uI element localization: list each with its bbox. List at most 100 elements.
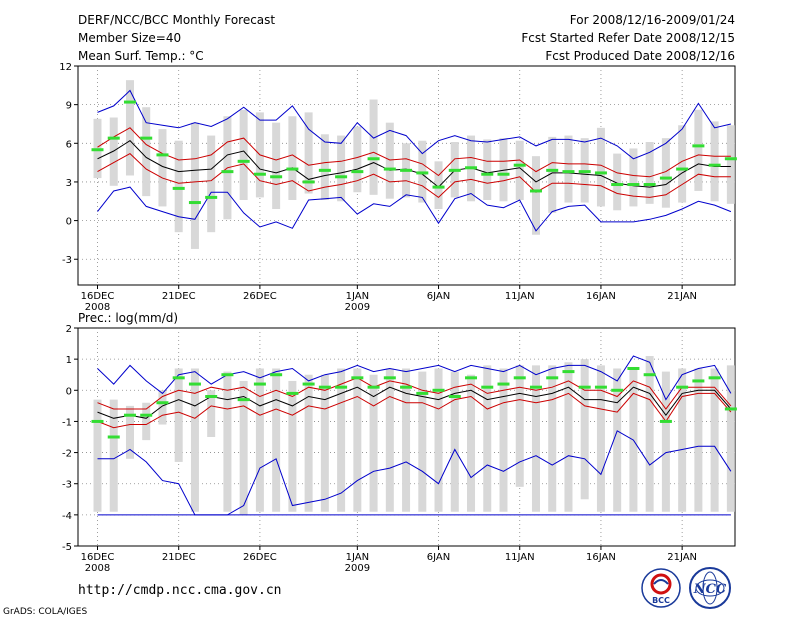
y-tick-label: 0: [66, 386, 72, 397]
ensemble-box: [531, 365, 540, 512]
ensemble-box: [320, 374, 329, 512]
observed-marker: [724, 407, 737, 411]
observed-marker: [253, 382, 266, 386]
precip-panel-title: Prec.: log(mm/d): [78, 311, 178, 325]
observed-marker: [481, 172, 494, 176]
y-tick-label: 0: [66, 217, 72, 228]
x-tick-year: 2008: [85, 563, 110, 574]
observed-marker: [416, 391, 429, 395]
observed-marker: [643, 373, 656, 377]
y-tick-label: 2: [66, 324, 72, 335]
ensemble-box: [694, 368, 703, 512]
observed-marker: [221, 170, 234, 174]
observed-marker: [188, 201, 201, 205]
observed-marker: [237, 159, 250, 163]
observed-marker: [594, 171, 607, 175]
observed-marker: [676, 167, 689, 171]
ensemble-box: [710, 368, 719, 512]
x-tick-label: 16DEC: [81, 552, 115, 563]
observed-marker: [302, 180, 315, 184]
observed-marker: [724, 157, 737, 161]
ensemble-box: [661, 371, 670, 512]
ensemble-box: [661, 138, 670, 208]
ensemble-box: [337, 135, 346, 202]
observed-marker: [513, 376, 526, 380]
ensemble-box: [190, 122, 199, 249]
envelope-high-line: [97, 89, 732, 160]
bcc-logo-text: BCC: [652, 596, 670, 605]
y-tick-label: 12: [59, 62, 72, 73]
observed-marker: [529, 385, 542, 389]
observed-marker: [91, 148, 104, 152]
observed-marker: [221, 373, 234, 377]
ensemble-box: [596, 127, 605, 207]
x-tick-label: 26DEC: [243, 552, 277, 563]
x-tick-label: 16JAN: [586, 552, 616, 563]
observed-marker: [172, 186, 185, 190]
x-tick-label: 21DEC: [162, 552, 196, 563]
ensemble-box: [726, 125, 735, 204]
y-tick-label: 9: [66, 101, 72, 112]
ensemble-box: [304, 112, 313, 194]
y-tick-label: -2: [62, 449, 72, 460]
ensemble-box: [678, 368, 687, 512]
observed-marker: [123, 100, 136, 104]
observed-marker: [562, 370, 575, 374]
ensemble-box: [385, 368, 394, 512]
ensemble-box: [483, 365, 492, 512]
observed-marker: [270, 175, 283, 179]
ensemble-box: [385, 122, 394, 199]
ensemble-box: [613, 368, 622, 512]
ensemble-box: [207, 135, 216, 233]
ensemble-box: [142, 402, 151, 441]
ensemble-box: [515, 140, 524, 200]
forecast-range: For 2008/12/16-2009/01/24: [570, 13, 735, 27]
ensemble-box: [272, 368, 281, 512]
observed-marker: [627, 183, 640, 187]
ensemble-box: [288, 380, 297, 512]
grads-credit: GrADS: COLA/IGES: [3, 607, 87, 617]
ensemble-box: [467, 374, 476, 512]
ensemble-box: [515, 365, 524, 487]
observed-marker: [497, 172, 510, 176]
observed-marker: [140, 413, 153, 417]
observed-marker: [546, 168, 559, 172]
ensemble-box: [450, 371, 459, 512]
observed-marker: [302, 382, 315, 386]
observed-marker: [335, 175, 348, 179]
ensemble-box: [564, 362, 573, 512]
observed-marker: [578, 385, 591, 389]
observed-marker: [529, 189, 542, 193]
source-url[interactable]: http://cmdp.ncc.cma.gov.cn: [78, 583, 282, 598]
observed-marker: [205, 395, 218, 399]
observed-marker: [692, 144, 705, 148]
ensemble-box: [694, 109, 703, 191]
observed-marker: [465, 376, 478, 380]
x-tick-label: 21JAN: [667, 291, 697, 302]
observed-marker: [448, 168, 461, 172]
figure-title: DERF/NCC/BCC Monthly Forecast: [78, 13, 275, 27]
ensemble-box: [596, 365, 605, 512]
observed-marker: [286, 167, 299, 171]
x-tick-label: 6JAN: [427, 291, 450, 302]
observed-marker: [611, 388, 624, 392]
forecast-started-date: Fcst Started Refer Date 2008/12/15: [521, 31, 735, 45]
ensemble-box: [207, 390, 216, 437]
y-tick-label: 6: [66, 139, 72, 150]
spread-lower-line: [97, 392, 732, 429]
ensemble-box: [223, 371, 232, 512]
ensemble-box: [158, 129, 167, 207]
ensemble-box: [499, 138, 508, 202]
observed-marker: [594, 385, 607, 389]
ensemble-box: [353, 126, 362, 193]
observed-marker: [432, 388, 445, 392]
ensemble-box: [678, 125, 687, 203]
observed-marker: [416, 171, 429, 175]
y-tick-label: 3: [66, 178, 72, 189]
ensemble-box: [564, 135, 573, 203]
ensemble-box: [580, 359, 589, 500]
observed-marker: [383, 167, 396, 171]
observed-marker: [497, 382, 510, 386]
ensemble-box: [142, 107, 151, 197]
